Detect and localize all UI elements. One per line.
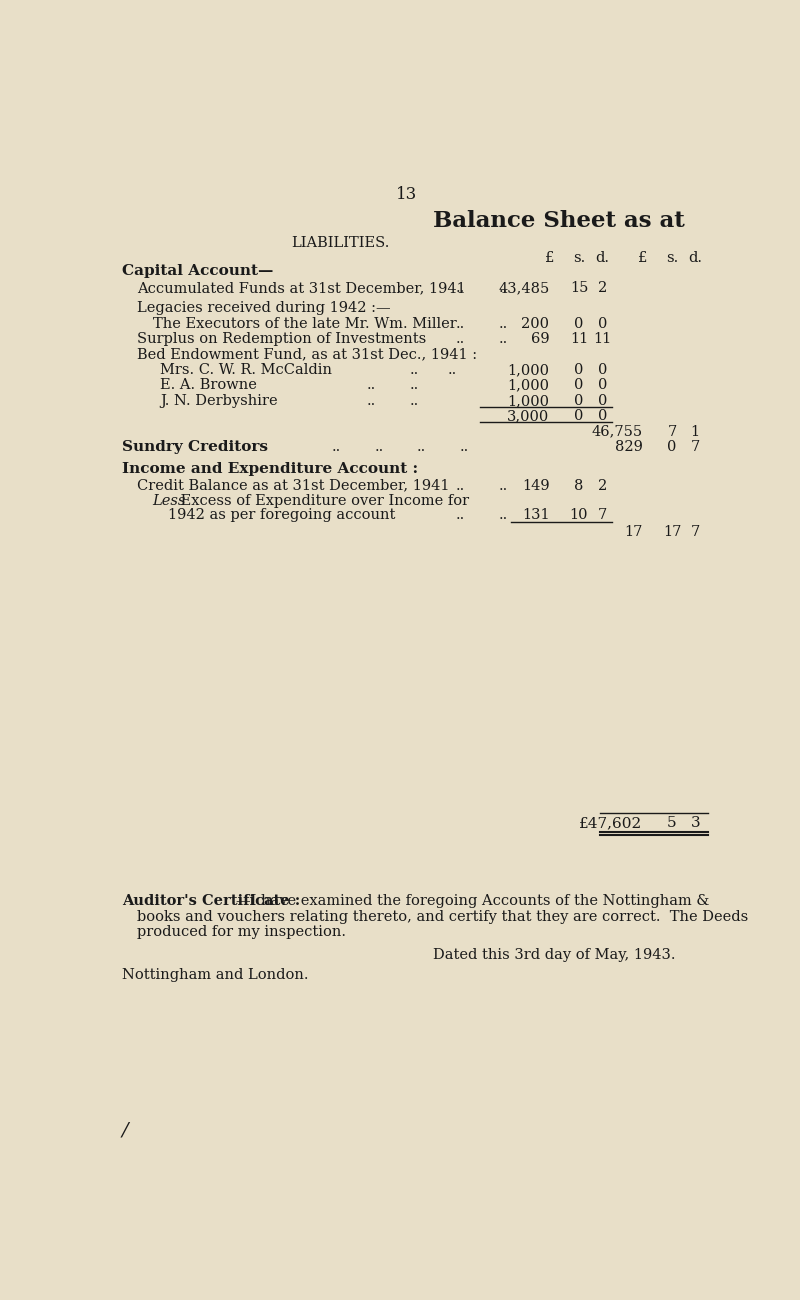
Text: Income and Expenditure Account :: Income and Expenditure Account : [122, 462, 418, 476]
Text: ..: .. [448, 363, 458, 377]
Text: 5: 5 [667, 816, 677, 829]
Text: 11: 11 [593, 333, 611, 346]
Text: ..: .. [498, 317, 508, 332]
Text: Credit Balance as at 31st December, 1941: Credit Balance as at 31st December, 1941 [138, 478, 450, 493]
Text: Mrs. C. W. R. McCaldin: Mrs. C. W. R. McCaldin [161, 363, 333, 377]
Text: ..: .. [498, 333, 508, 346]
Text: Auditor's Certificate :: Auditor's Certificate : [122, 894, 300, 909]
Text: 0: 0 [598, 317, 607, 332]
Text: 15: 15 [570, 281, 588, 295]
Text: ..: .. [456, 317, 465, 332]
Text: —I have examined the foregoing Accounts of the Nottingham &: —I have examined the foregoing Accounts … [237, 894, 710, 909]
Text: 0: 0 [598, 363, 607, 377]
Text: 1942 as per foregoing account: 1942 as per foregoing account [168, 508, 395, 521]
Text: ..: .. [332, 441, 341, 454]
Text: 200: 200 [522, 317, 550, 332]
Text: produced for my inspection.: produced for my inspection. [138, 926, 346, 939]
Text: 46,755: 46,755 [591, 425, 642, 438]
Text: ..: .. [456, 478, 465, 493]
Text: 0: 0 [667, 441, 677, 454]
Text: Legacies received during 1942 :—: Legacies received during 1942 :— [138, 302, 391, 316]
Text: 1: 1 [690, 425, 700, 438]
Text: ..: .. [460, 441, 469, 454]
Text: E. A. Browne: E. A. Browne [161, 378, 258, 393]
Text: ..: .. [417, 441, 426, 454]
Text: 8: 8 [574, 478, 584, 493]
Text: 10: 10 [570, 508, 588, 521]
Text: 0: 0 [598, 378, 607, 393]
Text: Dated this 3rd day of May, 1943.: Dated this 3rd day of May, 1943. [434, 948, 676, 962]
Text: 7: 7 [598, 508, 607, 521]
Text: ..: .. [456, 333, 465, 346]
Text: ..: .. [456, 508, 465, 521]
Text: 11: 11 [570, 333, 588, 346]
Text: ..: .. [410, 363, 418, 377]
Text: ..: .. [366, 378, 376, 393]
Text: 13: 13 [395, 186, 417, 203]
Text: 7: 7 [667, 425, 677, 438]
Text: 0: 0 [574, 363, 584, 377]
Text: d.: d. [688, 251, 702, 265]
Text: 2: 2 [598, 281, 607, 295]
Text: books and vouchers relating thereto, and certify that they are correct.  The Dee: books and vouchers relating thereto, and… [138, 910, 749, 924]
Text: 3,000: 3,000 [507, 410, 550, 424]
Text: s.: s. [666, 251, 678, 265]
Text: /: / [122, 1121, 128, 1139]
Text: s.: s. [573, 251, 585, 265]
Text: ..: .. [366, 394, 376, 408]
Text: 131: 131 [522, 508, 550, 521]
Text: 3: 3 [690, 816, 700, 829]
Text: Sundry Creditors: Sundry Creditors [122, 441, 268, 454]
Text: £47,602: £47,602 [579, 816, 642, 829]
Text: £: £ [638, 251, 647, 265]
Text: 43,485: 43,485 [498, 281, 550, 295]
Text: 7: 7 [690, 441, 700, 454]
Text: 2: 2 [598, 478, 607, 493]
Text: 829: 829 [614, 441, 642, 454]
Text: Bed Endowment Fund, as at 31st Dec., 1941 :: Bed Endowment Fund, as at 31st Dec., 194… [138, 347, 478, 361]
Text: Accumulated Funds at 31st December, 1941: Accumulated Funds at 31st December, 1941 [138, 281, 466, 295]
Text: ..: .. [498, 281, 508, 295]
Text: 7: 7 [690, 525, 700, 538]
Text: LIABILITIES.: LIABILITIES. [291, 237, 390, 250]
Text: ..: .. [498, 508, 508, 521]
Text: Less: Less [153, 494, 186, 508]
Text: ..: .. [410, 394, 418, 408]
Text: 17: 17 [624, 525, 642, 538]
Text: 0: 0 [574, 394, 584, 408]
Text: 1,000: 1,000 [507, 378, 550, 393]
Text: ..: .. [374, 441, 384, 454]
Text: 0: 0 [574, 410, 584, 424]
Text: The Executors of the late Mr. Wm. Miller: The Executors of the late Mr. Wm. Miller [153, 317, 457, 332]
Text: 149: 149 [522, 478, 550, 493]
Text: d.: d. [595, 251, 610, 265]
Text: Nottingham and London.: Nottingham and London. [122, 968, 308, 983]
Text: ..: .. [456, 281, 465, 295]
Text: 0: 0 [598, 410, 607, 424]
Text: 0: 0 [574, 317, 584, 332]
Text: Excess of Expenditure over Income for: Excess of Expenditure over Income for [176, 494, 469, 508]
Text: 1,000: 1,000 [507, 363, 550, 377]
Text: J. N. Derbyshire: J. N. Derbyshire [161, 394, 278, 408]
Text: 1,000: 1,000 [507, 394, 550, 408]
Text: Balance Sheet as at: Balance Sheet as at [434, 211, 685, 233]
Text: 17: 17 [662, 525, 681, 538]
Text: ..: .. [410, 378, 418, 393]
Text: Capital Account—: Capital Account— [122, 264, 273, 278]
Text: ..: .. [498, 478, 508, 493]
Text: £: £ [545, 251, 554, 265]
Text: 0: 0 [574, 378, 584, 393]
Text: 69: 69 [531, 333, 550, 346]
Text: 0: 0 [598, 394, 607, 408]
Text: Surplus on Redemption of Investments: Surplus on Redemption of Investments [138, 333, 426, 346]
